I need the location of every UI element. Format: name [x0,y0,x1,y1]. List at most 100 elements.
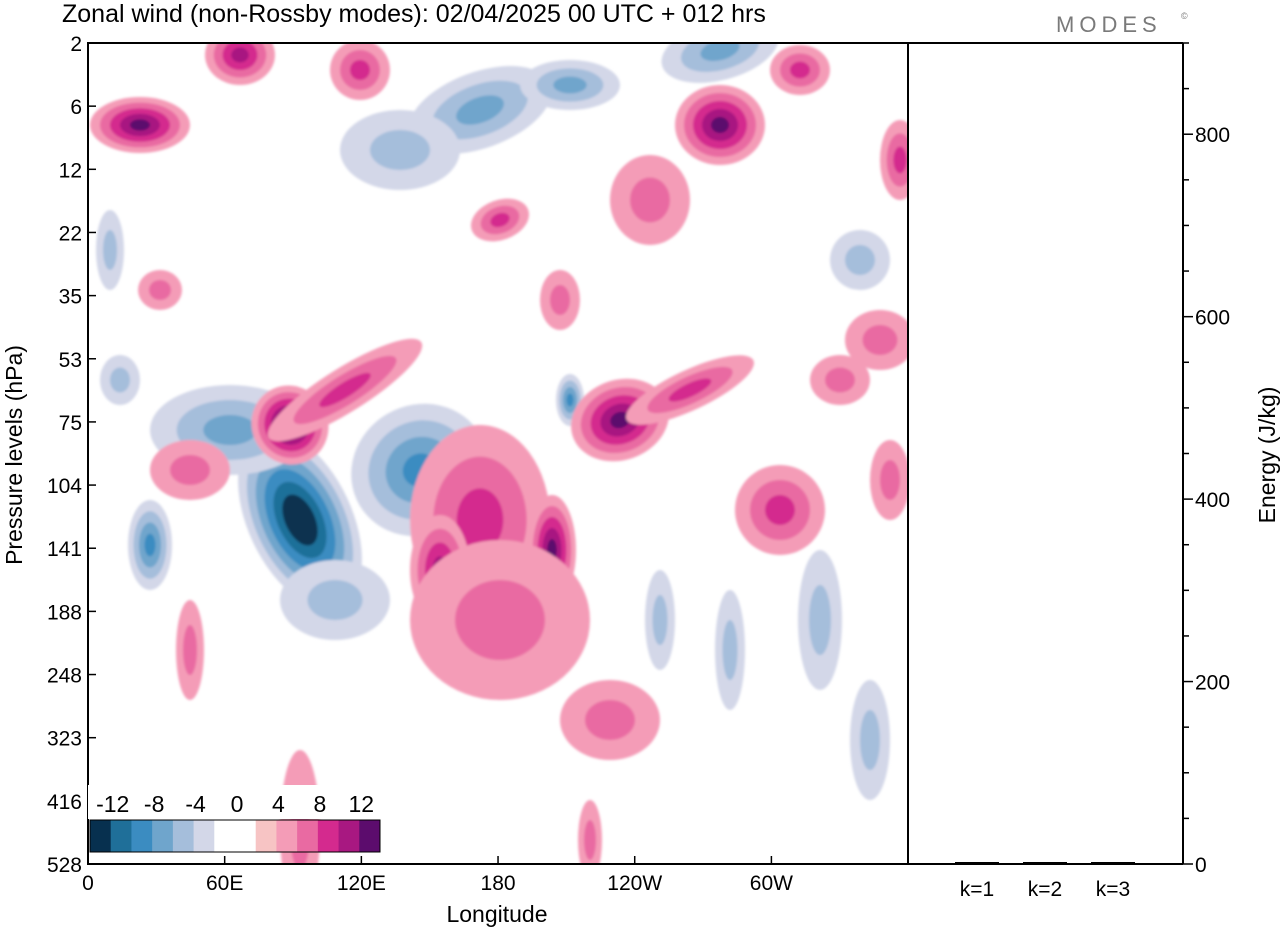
energy-bar [955,862,999,864]
contour-region [809,585,831,655]
y-tick-label: 141 [47,538,82,561]
contour-region [110,367,130,393]
contour-region [553,76,587,94]
wind-contours [90,43,908,864]
y-tick-label: 104 [47,475,82,498]
colorbar-swatch [317,820,340,852]
x-tick-label: 120W [607,872,662,895]
contour-region [825,367,855,393]
pressure-axis: 2 6 12 22 35 53 75 104 141 188 248 323 416 528 [47,33,96,877]
modes-logo: MODES [1056,12,1162,37]
energy-tick-label: 400 [1195,489,1230,512]
y-tick-label: 75 [59,412,82,435]
y-tick-label: 2 [70,33,82,56]
colorbar-swatch [338,820,360,852]
colorbar-swatch [359,820,381,852]
longitude-axis: 0 60E 120E 180 120W 60W [82,856,793,895]
colorbar-swatch [297,820,319,852]
colorbar-swatch [193,820,215,852]
y-tick-label: 22 [59,222,82,245]
y-tick-label: 323 [47,728,82,751]
energy-tick-label: 600 [1195,307,1230,330]
colorbar-swatch [276,820,298,852]
colorbar-label: -4 [185,791,206,817]
contour-region [370,130,430,170]
energy-tick-label: 800 [1195,124,1230,147]
y-tick-label: 188 [47,601,82,624]
y-tick-label: 53 [59,349,82,372]
energy-category-label: k=2 [1028,878,1062,901]
contour-region [456,488,504,552]
colorbar-frame [89,819,381,853]
chart-title: Zonal wind (non-Rossby modes): 02/04/202… [62,0,766,28]
contour-region [130,119,150,131]
colorbar-swatch [255,820,277,852]
contour-region [790,61,810,79]
colorbar-label: 12 [348,791,374,817]
x-tick-label: 60E [206,872,243,895]
y-tick-label: 12 [59,159,82,182]
contour-region [880,460,900,500]
y-tick-label: 416 [47,791,82,814]
y-tick-label: 35 [59,286,82,309]
contour-region [862,325,898,355]
contour-region [668,378,712,402]
colorbar-label: 8 [313,791,326,817]
colorbar-swatch [214,820,236,852]
contour-region [490,212,510,228]
colorbar-label: -8 [144,791,164,817]
contour-region [291,507,309,533]
colorbar-label-bg [88,785,382,819]
colorbar: -12 -8 -4 0 4 8 12 [88,785,382,853]
contour-region [584,820,596,860]
x-tick-label: 60W [750,872,793,895]
y-axis-label: Pressure levels (hPa) [1,345,27,565]
contour-region [183,625,197,675]
colorbar-label: 0 [231,791,244,817]
contour-region [722,620,738,680]
contour-region [103,230,117,270]
colorbar-swatch [131,820,153,852]
contour-region [350,60,370,80]
contour-region [860,710,880,770]
colorbar-label: -12 [96,791,129,817]
modes-logo-mark: © [1181,11,1188,21]
x-axis-label: Longitude [446,901,547,927]
contour-region [307,580,363,620]
contour-region [652,595,668,645]
energy-category-label: k=1 [960,878,994,901]
y-tick-label: 248 [47,665,82,688]
contour-region [149,280,171,300]
hovmoller-field [88,43,908,864]
x-tick-label: 0 [82,872,94,895]
energy-axis-label: Energy (J/kg) [1254,387,1280,524]
colorbar-swatch [235,820,257,852]
contour-region [170,455,210,485]
contour-region [765,495,795,525]
colorbar-swatch [172,820,195,852]
energy-bar [1091,862,1135,864]
energy-category-label: k=3 [1096,878,1130,901]
energy-tick-label: 0 [1195,854,1207,877]
x-tick-label: 180 [481,872,516,895]
contour-region [319,372,371,408]
contour-region [711,117,729,133]
contour-region [893,146,907,174]
contour-region [455,580,545,660]
colorbar-label: 4 [272,791,285,817]
y-tick-label: 528 [47,854,82,877]
contour-region [700,43,740,61]
x-tick-label: 120E [337,872,386,895]
colorbar-swatch [152,820,174,852]
contour-region [585,700,635,740]
energy-bars: k=1 k=2 k=3 [955,862,1135,901]
contour-region [456,95,504,125]
contour-region [630,177,670,223]
contour-region [203,415,257,445]
y-tick-label: 6 [70,96,82,119]
contour-region [231,47,249,63]
contour-region [144,533,156,557]
colorbar-swatch [110,820,132,852]
energy-panel: 0 200 400 600 800 k=1 k=2 k=3 Energy (J/kg) [908,42,1280,901]
